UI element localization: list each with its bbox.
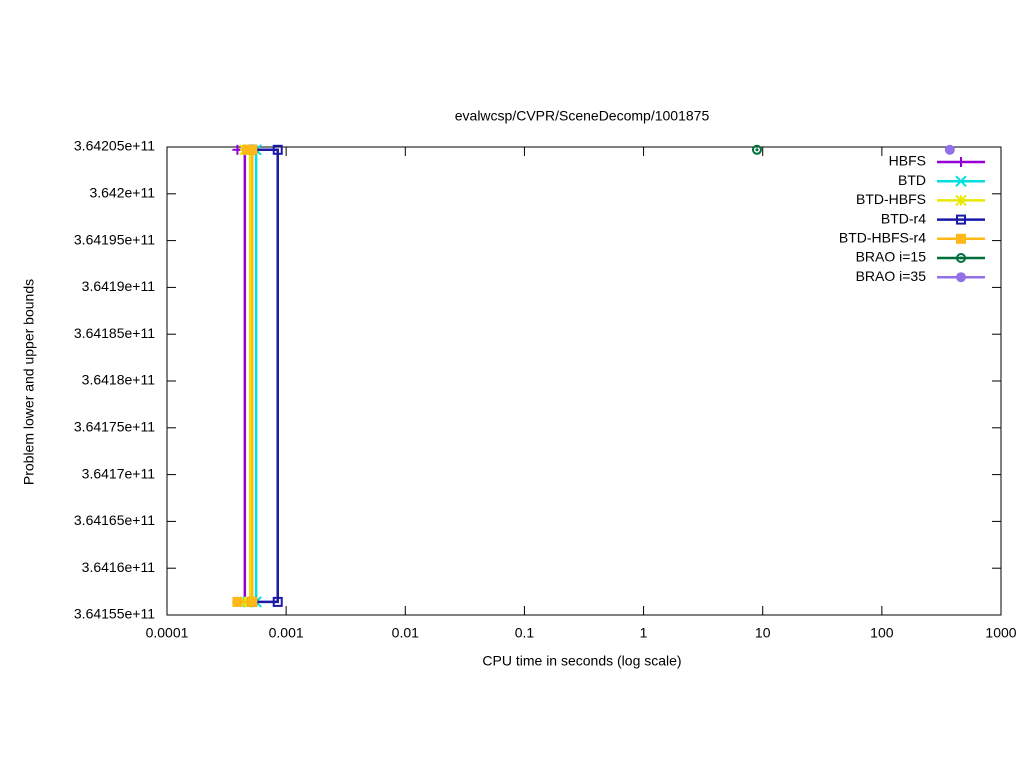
marker — [247, 144, 258, 155]
marker-box — [956, 233, 966, 244]
y-axis-label: Problem lower and upper bounds — [21, 279, 37, 485]
marker-stroke — [955, 175, 967, 187]
marker-box — [232, 596, 243, 607]
y-tick-label: 3.64165e+11 — [74, 512, 155, 528]
legend-label: HBFS — [889, 153, 926, 169]
legend-label: BTD-HBFS — [856, 191, 926, 207]
marker — [944, 144, 955, 155]
marker-box — [247, 144, 258, 155]
plot-frame — [166, 146, 1002, 616]
marker-circle — [751, 144, 762, 155]
series-line — [252, 148, 279, 604]
x-tick-label: 10 — [755, 625, 771, 641]
y-tick-label: 3.64155e+11 — [74, 606, 155, 622]
y-tick-label: 3.642e+11 — [89, 185, 155, 201]
legend-label: BTD-r4 — [881, 210, 926, 226]
marker — [955, 194, 967, 207]
marker — [955, 175, 967, 187]
series-line — [237, 148, 247, 604]
x-tick-label: 0.0001 — [146, 625, 189, 641]
marker-box — [242, 144, 253, 155]
marker-dot — [959, 256, 963, 260]
marker — [272, 144, 283, 155]
marker-circle — [956, 253, 966, 263]
legend-label: BRAO i=35 — [856, 268, 927, 284]
marker — [232, 596, 243, 607]
marker — [751, 144, 762, 155]
y-tick-label: 3.64175e+11 — [74, 419, 155, 435]
legend-label: BRAO i=15 — [856, 249, 927, 265]
x-tick-label: 1000 — [985, 625, 1016, 641]
x-tick-label: 0.1 — [515, 625, 535, 641]
x-tick-label: 0.01 — [392, 625, 419, 641]
marker-box — [247, 596, 258, 607]
marker-circle — [944, 144, 955, 155]
marker — [242, 144, 253, 155]
marker — [956, 214, 966, 225]
marker-stroke — [955, 194, 967, 207]
legend-label: BTD — [898, 172, 926, 188]
legend-label: BTD-HBFS-r4 — [839, 230, 926, 246]
x-tick-label: 100 — [870, 625, 894, 641]
marker-box — [956, 214, 966, 225]
marker — [272, 596, 283, 607]
marker — [956, 233, 966, 244]
chart-title: evalwcsp/CVPR/SceneDecomp/1001875 — [455, 108, 710, 124]
x-axis-label: CPU time in seconds (log scale) — [482, 653, 681, 669]
y-tick-label: 3.6419e+11 — [82, 278, 156, 294]
marker — [247, 596, 258, 607]
x-tick-label: 0.001 — [269, 625, 304, 641]
marker-box — [272, 596, 283, 607]
y-tick-label: 3.6417e+11 — [82, 465, 156, 481]
marker-dot — [755, 148, 759, 152]
y-tick-label: 3.64185e+11 — [74, 325, 155, 341]
marker-box — [272, 144, 283, 155]
y-tick-label: 3.6416e+11 — [82, 559, 156, 575]
y-tick-label: 3.6418e+11 — [82, 372, 156, 388]
y-tick-label: 3.64205e+11 — [74, 138, 155, 154]
marker — [956, 157, 966, 167]
marker — [956, 272, 966, 283]
marker-circle — [956, 272, 966, 283]
marker — [956, 253, 966, 263]
y-tick-label: 3.64195e+11 — [74, 231, 155, 247]
x-tick-label: 1 — [640, 625, 648, 641]
